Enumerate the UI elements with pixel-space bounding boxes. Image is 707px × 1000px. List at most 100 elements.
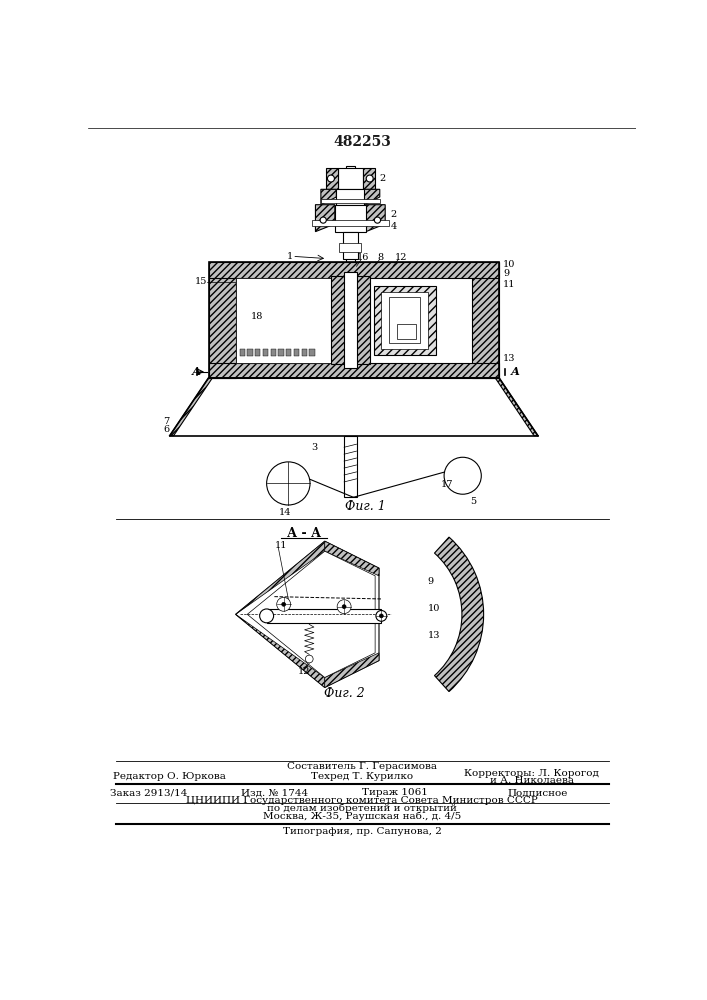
Text: 2: 2 (380, 174, 386, 183)
Bar (321, 199, 380, 203)
Text: 6: 6 (163, 425, 170, 434)
Bar (373, 286, 436, 355)
Bar (312, 220, 389, 226)
Bar (263, 349, 268, 356)
Circle shape (305, 655, 313, 663)
Bar (335, 205, 366, 232)
Bar (397, 324, 416, 339)
Polygon shape (325, 541, 379, 576)
Text: 17: 17 (441, 480, 453, 489)
Text: 482253: 482253 (333, 135, 391, 149)
Text: 5: 5 (470, 497, 477, 506)
Bar (331, 276, 370, 364)
Polygon shape (363, 168, 375, 189)
Bar (209, 262, 499, 378)
Bar (339, 243, 361, 252)
Bar (209, 262, 235, 378)
Polygon shape (170, 378, 538, 436)
Text: 11: 11 (274, 541, 287, 550)
Bar (346, 166, 355, 266)
Bar (344, 436, 356, 497)
Circle shape (380, 614, 383, 618)
Text: 9: 9 (503, 269, 509, 278)
Text: Редактор О. Юркова: Редактор О. Юркова (113, 772, 226, 781)
Bar (338, 168, 363, 189)
Circle shape (444, 457, 481, 494)
Polygon shape (325, 168, 338, 189)
Text: Москва, Ж-35, Раушская наб., д. 4/5: Москва, Ж-35, Раушская наб., д. 4/5 (263, 811, 461, 821)
Polygon shape (235, 541, 325, 614)
Text: 13: 13 (503, 354, 515, 363)
Bar (301, 349, 307, 356)
Bar (209, 262, 499, 278)
Text: Фиг. 1: Фиг. 1 (346, 500, 386, 513)
Polygon shape (235, 541, 379, 687)
Text: Подписное: Подписное (508, 788, 568, 797)
Text: Изд. № 1744: Изд. № 1744 (241, 788, 308, 797)
Bar (235, 278, 356, 363)
Polygon shape (247, 551, 375, 677)
Polygon shape (366, 205, 385, 232)
Bar (472, 262, 499, 378)
Bar (344, 272, 356, 368)
Circle shape (337, 600, 351, 614)
Text: 14: 14 (279, 508, 291, 517)
Bar (389, 297, 420, 343)
Circle shape (366, 175, 373, 182)
Circle shape (276, 597, 291, 611)
Polygon shape (325, 653, 379, 687)
Text: 12: 12 (298, 667, 310, 676)
Text: А - А: А - А (287, 527, 321, 540)
Bar (286, 349, 291, 356)
Bar (247, 349, 252, 356)
Circle shape (259, 609, 274, 623)
Text: А: А (510, 366, 520, 377)
Text: 3: 3 (312, 443, 318, 452)
Bar (271, 349, 276, 356)
Text: Заказ 2913/14: Заказ 2913/14 (110, 788, 187, 797)
Polygon shape (235, 614, 325, 687)
Text: Тираж 1061: Тираж 1061 (361, 788, 428, 797)
Text: 9: 9 (428, 578, 434, 586)
Bar (293, 349, 299, 356)
Text: Фиг. 2: Фиг. 2 (324, 687, 365, 700)
Bar (267, 609, 381, 623)
Text: 2: 2 (391, 210, 397, 219)
Circle shape (320, 217, 327, 223)
Text: 4: 4 (391, 222, 397, 231)
Polygon shape (364, 189, 380, 205)
Text: ЦНИИПИ Государственного комитета Совета Министров СССР: ЦНИИПИ Государственного комитета Совета … (186, 796, 538, 805)
Bar (343, 232, 358, 259)
Text: по делам изобретений и открытий: по делам изобретений и открытий (267, 804, 457, 813)
Circle shape (374, 217, 380, 223)
Text: 10: 10 (503, 260, 515, 269)
Text: Типография, пр. Сапунова, 2: Типография, пр. Сапунова, 2 (283, 827, 441, 836)
Text: Составитель Г. Герасимова: Составитель Г. Герасимова (287, 762, 437, 771)
Bar (381, 292, 428, 349)
Polygon shape (321, 189, 337, 205)
Text: 12: 12 (395, 253, 408, 262)
Text: Техред Т. Курилко: Техред Т. Курилко (311, 772, 413, 781)
Text: 15: 15 (194, 277, 207, 286)
Circle shape (281, 602, 286, 606)
Bar (309, 349, 315, 356)
Text: 16: 16 (356, 253, 369, 262)
Circle shape (327, 175, 334, 182)
Text: 7: 7 (163, 417, 170, 426)
Text: 11: 11 (503, 280, 515, 289)
Bar (240, 349, 245, 356)
Text: Корректоры: Л. Корогод: Корректоры: Л. Корогод (464, 769, 599, 778)
Text: А: А (192, 366, 201, 377)
Text: 1: 1 (287, 252, 293, 261)
Polygon shape (315, 205, 335, 232)
Circle shape (342, 605, 346, 609)
Circle shape (376, 610, 387, 621)
Bar (255, 349, 260, 356)
Bar (337, 189, 364, 205)
Bar (279, 349, 284, 356)
Text: 18: 18 (251, 312, 264, 321)
Text: и А. Николаева: и А. Николаева (490, 776, 573, 785)
Text: 10: 10 (428, 604, 440, 613)
Circle shape (267, 462, 310, 505)
Text: 8: 8 (378, 253, 384, 262)
